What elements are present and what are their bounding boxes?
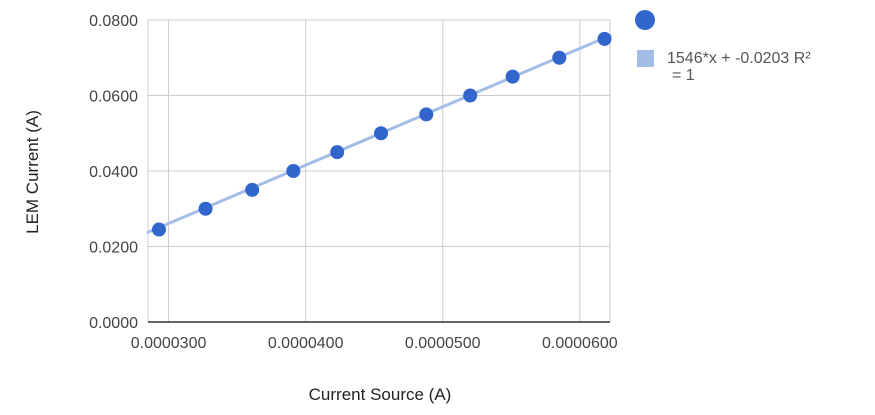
data-point xyxy=(505,69,520,84)
x-tick-label: 0.0000400 xyxy=(268,335,344,352)
data-point xyxy=(330,145,345,160)
legend-trendline-label-line2: = 1 xyxy=(672,67,695,84)
data-point xyxy=(374,126,389,141)
y-tick-label: 0.0200 xyxy=(89,240,138,257)
data-point xyxy=(552,50,567,65)
y-tick-label: 0.0600 xyxy=(89,89,138,106)
legend-series-marker xyxy=(635,10,655,30)
x-tick-label: 0.0000500 xyxy=(405,335,481,352)
y-axis-title: LEM Current (A) xyxy=(23,110,42,234)
data-point xyxy=(245,182,260,197)
data-point xyxy=(419,107,434,122)
x-axis-title: Current Source (A) xyxy=(309,385,452,404)
x-tick-label: 0.0000600 xyxy=(542,335,618,352)
x-tick-label: 0.0000300 xyxy=(131,335,207,352)
legend-trendline-swatch xyxy=(637,50,654,67)
data-point xyxy=(151,222,166,237)
y-tick-label: 0.0400 xyxy=(89,164,138,181)
y-tick-label: 0.0000 xyxy=(89,315,138,332)
x-tick-labels: 0.0000300 0.0000400 0.0000500 0.0000600 xyxy=(131,335,618,352)
data-point xyxy=(286,164,301,178)
legend: 1546*x + -0.0203 R² = 1 xyxy=(635,10,811,84)
grid xyxy=(147,19,611,323)
data-point xyxy=(198,201,213,216)
data-points xyxy=(151,31,612,237)
y-tick-labels: 0.0000 0.0200 0.0400 0.0600 0.0800 xyxy=(89,13,138,332)
data-point xyxy=(463,88,478,103)
data-point xyxy=(597,31,612,46)
y-tick-label: 0.0800 xyxy=(89,13,138,30)
legend-trendline-label-line1: 1546*x + -0.0203 R² xyxy=(667,50,811,67)
